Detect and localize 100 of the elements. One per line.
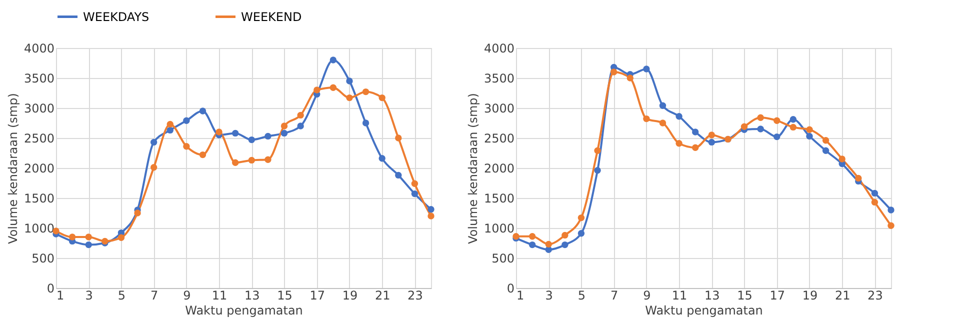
x-tick-label: 11	[212, 288, 228, 302]
point	[659, 120, 666, 126]
x-tick-label: 19	[802, 288, 818, 302]
point	[774, 117, 780, 124]
x-tick-label: 3	[545, 288, 553, 302]
point	[692, 144, 699, 151]
point	[362, 120, 370, 126]
point	[806, 132, 813, 140]
point	[150, 138, 158, 146]
point	[362, 88, 370, 96]
point	[232, 130, 239, 137]
x-tick-label: 23	[408, 288, 423, 302]
point	[676, 140, 682, 147]
point	[166, 120, 174, 128]
point	[216, 128, 222, 136]
x-tick-label: 17	[310, 288, 326, 302]
point	[888, 206, 894, 214]
point	[594, 147, 601, 154]
y-tick-label: 3500	[24, 72, 54, 86]
x-tick-label: 9	[643, 288, 651, 302]
point	[610, 68, 618, 76]
point	[708, 138, 716, 146]
point	[395, 134, 402, 142]
point	[378, 94, 386, 102]
point	[838, 156, 846, 162]
y-tick-label: 2500	[484, 132, 514, 146]
point	[248, 136, 256, 144]
point	[806, 126, 813, 133]
y-tick-label: 3000	[484, 102, 514, 116]
point	[199, 151, 206, 158]
point	[659, 102, 666, 109]
x-axis-title: Waktu pengamatan	[185, 304, 303, 318]
point	[822, 137, 830, 144]
point	[280, 122, 288, 130]
point	[395, 172, 402, 179]
point	[790, 124, 797, 131]
x-tick-label: 1	[516, 288, 524, 302]
point	[428, 206, 434, 213]
point	[774, 133, 780, 140]
x-tick-label: 15	[737, 288, 752, 302]
point	[578, 214, 585, 222]
x-tick-label: 5	[578, 288, 586, 302]
point	[562, 232, 568, 239]
point	[346, 78, 353, 84]
point	[297, 112, 304, 119]
point	[280, 130, 288, 137]
y-tick-label: 0	[506, 282, 514, 296]
point	[264, 156, 272, 163]
point	[330, 84, 337, 91]
x-tick-label: 9	[183, 288, 191, 302]
x-tick-label: 7	[610, 288, 618, 302]
point	[528, 241, 536, 248]
point	[428, 212, 434, 220]
y-tick-label: 2000	[484, 162, 514, 176]
x-axis-title: Waktu pengamatan	[645, 304, 763, 318]
y-tick-label: 500	[492, 252, 514, 266]
point	[68, 234, 76, 240]
point	[676, 113, 682, 120]
point	[134, 210, 141, 216]
y-tick-label: 4000	[24, 42, 54, 56]
x-tick-label: 3	[85, 288, 93, 302]
point	[528, 233, 536, 240]
point	[411, 190, 418, 198]
point	[643, 115, 650, 122]
point	[708, 132, 716, 138]
y-tick-label: 0	[46, 282, 54, 296]
x-tick-label: 21	[834, 288, 850, 302]
x-tick-label: 1	[56, 288, 64, 302]
x-tick-label: 19	[342, 288, 358, 302]
point	[166, 126, 174, 134]
x-tick-label: 11	[672, 288, 688, 302]
point	[562, 241, 568, 248]
x-tick-label: 13	[244, 288, 260, 302]
point	[790, 116, 797, 123]
y-tick-label: 500	[32, 252, 54, 266]
legend-label: WEEKDAYS	[83, 10, 150, 24]
point	[150, 164, 158, 171]
point	[183, 143, 190, 150]
point	[757, 114, 764, 121]
point	[297, 122, 304, 130]
x-tick-label: 13	[704, 288, 720, 302]
point	[411, 180, 418, 187]
point	[578, 230, 585, 237]
y-tick-label: 4000	[484, 42, 514, 56]
point	[626, 74, 634, 82]
x-tick-label: 21	[374, 288, 390, 302]
x-tick-label: 23	[868, 288, 883, 302]
point	[183, 117, 190, 124]
point	[822, 147, 830, 154]
point	[871, 190, 878, 197]
x-tick-label: 17	[770, 288, 786, 302]
point	[85, 234, 92, 240]
y-tick-label: 1500	[24, 192, 54, 206]
y-tick-label: 1500	[484, 192, 514, 206]
y-axis-title: Volume kendaraan (smp)	[6, 93, 20, 244]
point	[248, 156, 256, 164]
legend-label: WEEKEND	[241, 10, 302, 24]
point	[330, 56, 337, 64]
y-tick-label: 3500	[484, 72, 514, 86]
point	[888, 222, 894, 229]
